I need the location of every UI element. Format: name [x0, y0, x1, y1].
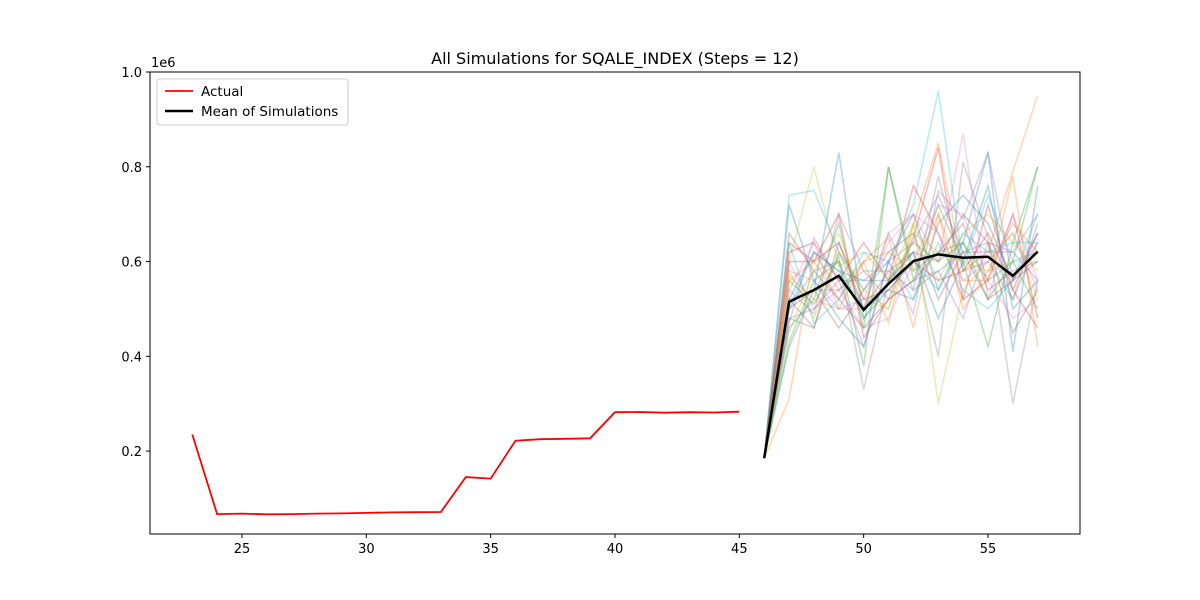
- y-offset-label: 1e6: [151, 56, 176, 71]
- y-tick-label: 0.4: [121, 350, 142, 365]
- simulation-line: [763, 213, 1039, 459]
- legend-box: [156, 78, 349, 126]
- simulation-line: [763, 203, 1039, 459]
- legend: Actual Mean of Simulations: [156, 78, 349, 126]
- simulation-line: [763, 182, 1039, 459]
- chart-title: All Simulations for SQALE_INDEX (Steps =…: [431, 49, 799, 69]
- simulation-line: [763, 183, 1039, 459]
- simulation-lines: [763, 90, 1039, 459]
- y-tick-label: 0.6: [121, 256, 142, 271]
- simulation-line: [763, 211, 1039, 459]
- simulation-line: [763, 90, 1038, 459]
- y-tick-label: 0.8: [121, 161, 142, 176]
- simulation-line: [763, 152, 1039, 459]
- simulation-line: [763, 193, 1039, 459]
- legend-actual-label: Actual: [201, 84, 243, 100]
- x-tick-label: 35: [482, 542, 499, 557]
- simulation-line: [763, 212, 1039, 459]
- simulation-line: [763, 152, 1039, 459]
- mean-line: [762, 250, 1039, 459]
- simulation-line: [763, 166, 1039, 459]
- legend-mean-label: Mean of Simulations: [201, 104, 338, 120]
- simulation-line: [763, 213, 1039, 459]
- mean-line-group: [762, 250, 1039, 459]
- simulation-line: [763, 231, 1038, 459]
- simulation-line: [763, 176, 1039, 459]
- x-tick-label: 25: [234, 542, 251, 557]
- x-tick-label: 40: [607, 542, 624, 557]
- simulation-line: [763, 149, 1039, 459]
- simulation-line: [763, 231, 1039, 459]
- x-tick-label: 30: [358, 542, 375, 557]
- x-tick-label: 45: [731, 542, 748, 557]
- actual-line-group: [191, 410, 740, 516]
- simulation-line: [763, 166, 1039, 459]
- y-tick-label: 0.2: [121, 445, 142, 460]
- simulation-line: [763, 213, 1039, 459]
- simulation-line: [763, 147, 1039, 459]
- y-tick-label: 1.0: [121, 66, 142, 81]
- axes: 25 30 35 40 45 50 55 0.2 0.4 0.6 0.8 1.0: [121, 66, 1081, 557]
- simulation-line: [763, 166, 1039, 459]
- x-tick-label: 55: [980, 542, 997, 557]
- actual-line: [191, 410, 740, 516]
- simulation-line: [763, 175, 1039, 459]
- simulation-line: [763, 211, 1039, 459]
- simulation-line: [763, 222, 1038, 459]
- x-tick-label: 50: [855, 542, 872, 557]
- simulation-line: [763, 161, 1039, 459]
- simulation-line: [763, 133, 1039, 459]
